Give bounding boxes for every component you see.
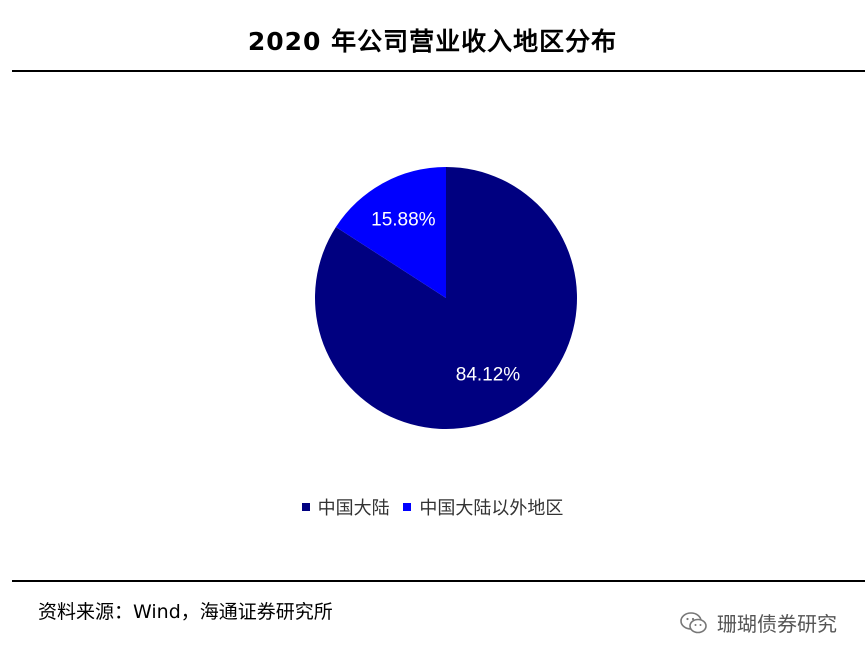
source-note: 资料来源：Wind，海通证券研究所 (38, 601, 333, 623)
bottom-divider (12, 580, 865, 582)
legend-label-outside-mainland: 中国大陆以外地区 (419, 498, 564, 519)
label-mainland: 84.12% (456, 365, 521, 386)
top-divider (12, 70, 865, 72)
slice-outside-mainland (335, 167, 446, 298)
wechat-icon (680, 611, 707, 633)
chart-legend: 中国大陆 中国大陆以外地区 (0, 494, 865, 520)
pie-slices (314, 167, 577, 429)
label-outside-mainland: 15.88% (371, 209, 436, 230)
chart-title: 2020 年公司营业收入地区分布 (247, 27, 618, 56)
pie-labels: 84.12% 15.88% (371, 209, 520, 385)
legend-swatch-mainland (301, 503, 310, 511)
watermark: 珊瑚债券研究 (679, 608, 837, 637)
legend-swatch-outside-mainland (403, 503, 412, 511)
legend-item-mainland: 中国大陆 (301, 494, 390, 520)
legend-item-outside-mainland: 中国大陆以外地区 (403, 494, 563, 520)
legend-label-mainland: 中国大陆 (317, 498, 390, 519)
watermark-text: 珊瑚债券研究 (717, 612, 837, 636)
